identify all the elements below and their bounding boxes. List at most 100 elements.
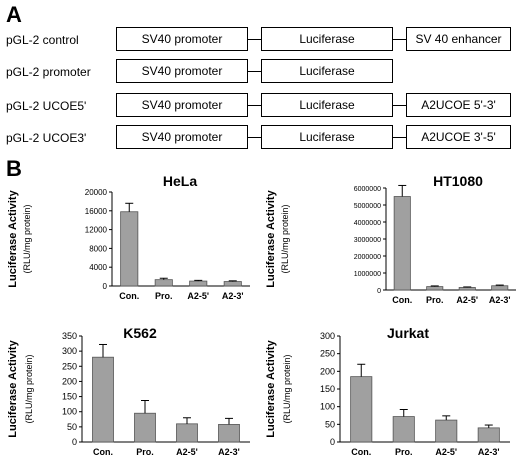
x-tick-label: Pro. [395,447,413,457]
panel-a-letter: A [6,2,22,27]
y-tick-label: 150 [320,384,335,394]
connector-line [248,39,261,40]
hela-chart: HeLa Luciferase Activity (RLU/mg protein) 0… [7,173,250,301]
y-tick-label: 1000000 [354,271,381,278]
x-tick-label: A2-5' [456,295,478,305]
luciferase-box: Luciferase [261,125,393,149]
y-tick-label: 250 [62,361,77,371]
x-tick-label: Con. [392,295,412,305]
sv40-promoter-box: SV40 promoter [116,59,248,83]
y-tick-label: 2000000 [354,254,381,261]
construct-label: pGL-2 UCOE3' [6,131,87,145]
y-tick-label: 200 [320,366,335,376]
x-tick-label: Con. [351,447,371,457]
connector-line [393,39,406,40]
y-tick-label: 100 [320,402,335,412]
x-tick-label: Pro. [155,291,173,301]
ucoe-box: A2UCOE 5'-3' [406,93,511,117]
connector-line [248,137,261,138]
bar [120,211,139,287]
bar [218,424,240,443]
bar [223,281,242,287]
x-tick-label: A2-3' [478,447,500,457]
y-tick-label: 3000000 [354,237,381,244]
y-tick-label: 8000 [89,244,107,253]
bar [154,279,173,287]
y-axis-sublabel: (RLU/mg protein) [282,354,292,423]
luciferase-box: Luciferase [261,27,393,51]
sv40-promoter-box: SV40 promoter [116,93,248,117]
y-tick-label: 350 [62,331,77,341]
y-tick-label: 12000 [85,226,108,235]
y-axis-sublabel: (RLU/mg protein) [280,204,290,273]
x-tick-label: A2-3' [218,447,240,457]
y-axis-label: Luciferase Activity [265,339,277,437]
connector-line [393,137,406,138]
bar [392,416,415,443]
x-tick-label: Pro. [426,295,444,305]
y-tick-label: 0 [103,282,108,291]
y-tick-label: 50 [325,419,335,429]
y-axis-label: Luciferase Activity [265,189,277,287]
chart-title: Jurkat [387,325,429,341]
y-tick-label: 4000 [89,263,107,272]
y-tick-label: 100 [62,407,77,417]
ht1080-chart: HT1080 Luciferase Activity (RLU/mg protein… [265,173,516,305]
bar [134,412,156,443]
construct-label: pGL-2 promoter [6,65,91,79]
y-axis-sublabel: (RLU/mg protein) [24,354,34,423]
connector-line [393,105,406,106]
chart-title: HT1080 [433,173,483,189]
x-tick-label: A2-3' [222,291,244,301]
bar [426,286,444,291]
x-tick-label: A2-5' [435,447,457,457]
sv40-promoter-box: SV40 promoter [116,125,248,149]
y-tick-label: 50 [67,422,77,432]
sv40-promoter-box: SV40 promoter [116,27,248,51]
bar [189,280,208,287]
bar [477,427,500,443]
y-tick-label: 250 [320,349,335,359]
bar [176,423,198,443]
jurkat-chart: Jurkat Luciferase Activity (RLU/mg protein… [265,325,510,457]
x-tick-label: A2-3' [489,295,511,305]
y-tick-label: 6000000 [354,186,381,193]
k562-chart: K562 Luciferase Activity (RLU/mg protein) 0… [7,325,250,457]
y-tick-label: 150 [62,392,77,402]
construct-label: pGL-2 UCOE5' [6,99,87,113]
x-tick-label: A2-5' [176,447,198,457]
bar [350,376,373,443]
y-tick-label: 300 [320,331,335,341]
x-tick-label: Pro. [136,447,154,457]
construct-label: pGL-2 control [6,33,79,47]
luciferase-box: Luciferase [261,59,393,83]
y-tick-label: 4000000 [354,220,381,227]
connector-line [248,105,261,106]
bar [92,356,114,443]
enhancer-box: SV 40 enhancer [406,27,511,51]
y-tick-label: 200 [62,376,77,386]
y-tick-label: 0 [330,437,335,447]
x-tick-label: Con. [93,447,113,457]
y-tick-label: 0 [377,288,381,295]
y-tick-label: 0 [72,437,77,447]
y-tick-label: 5000000 [354,203,381,210]
chart-title: K562 [123,325,157,341]
bar [458,287,476,291]
x-tick-label: A2-5' [187,291,209,301]
panel-b-letter: B [6,156,22,181]
connector-line [248,71,261,72]
bar [435,419,458,443]
y-tick-label: 16000 [85,207,108,216]
chart-title: HeLa [163,173,197,189]
x-tick-label: Con. [119,291,139,301]
ucoe-box: A2UCOE 3'-5' [406,125,511,149]
y-axis-label: Luciferase Activity [7,339,19,437]
y-tick-label: 20000 [85,188,108,197]
y-tick-label: 300 [62,346,77,356]
luciferase-box: Luciferase [261,93,393,117]
y-axis-label: Luciferase Activity [7,189,19,287]
y-axis-sublabel: (RLU/mg protein) [22,204,32,273]
bar [491,285,509,291]
bar [393,196,411,291]
